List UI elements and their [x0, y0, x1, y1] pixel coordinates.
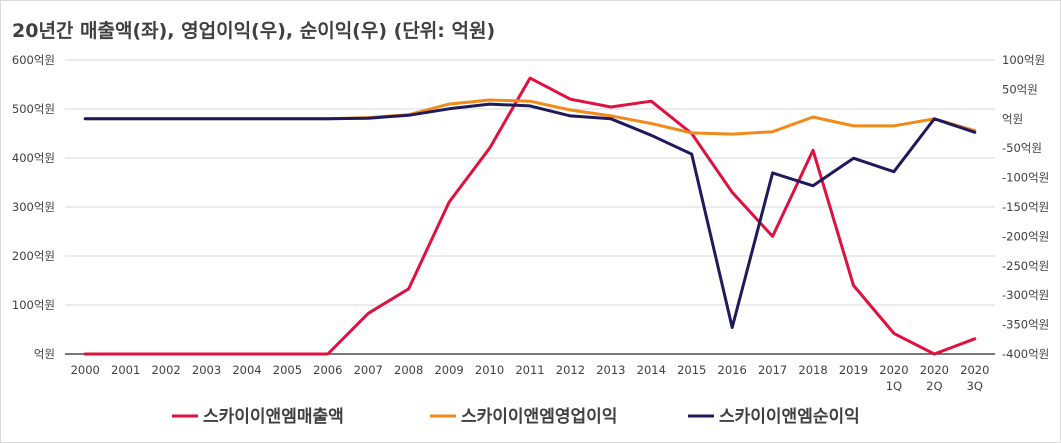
gridlines: [65, 59, 995, 355]
x-tick-label: 2014: [637, 363, 666, 377]
left-tick-label: 600억원: [12, 53, 55, 67]
series-line-3: [83, 102, 977, 329]
x-tick-label: 2015: [677, 363, 706, 377]
right-tick-label: -100억원: [1002, 171, 1049, 185]
x-tick-label: 2020 3Q: [960, 363, 989, 393]
left-tick-label: 200억원: [12, 249, 55, 263]
legend-item: 스카이이앤엠영업이익: [430, 407, 617, 427]
x-tick-label: 2013: [596, 363, 625, 377]
right-tick-label: -50억원: [1002, 141, 1042, 155]
right-tick-label: -250억원: [1002, 259, 1049, 273]
x-tick-label: 2008: [394, 363, 423, 377]
x-tick-label: 2009: [434, 363, 463, 377]
right-tick-label: 억원: [1002, 112, 1023, 126]
x-tick-label: 2010: [475, 363, 504, 377]
right-tick-label: -300억원: [1002, 288, 1049, 302]
right-tick-label: -150억원: [1002, 200, 1049, 214]
left-axis-ticks: 억원 100억원 200억원 300억원 400억원 500억원 600억원: [12, 53, 55, 361]
x-tick-label: 2016: [718, 363, 747, 377]
x-tick-label: 2020 2Q: [920, 363, 949, 393]
x-tick-label: 2002: [151, 363, 180, 377]
x-tick-label: 2003: [192, 363, 221, 377]
left-tick-label: 300억원: [12, 200, 55, 214]
right-tick-label: 50억원: [1002, 82, 1038, 96]
legend-item: 스카이이앤엠순이익: [688, 407, 860, 427]
x-tick-label: 2004: [232, 363, 261, 377]
right-tick-label: -400억원: [1002, 347, 1049, 361]
x-axis-ticks: 2000 2001 2002 2003 2004 2005 2006 2007 2008 2009…: [71, 363, 990, 393]
x-tick-label: 2005: [273, 363, 302, 377]
right-axis-ticks: -400억원 -350억원 -300억원 -250억원 -200억원 -150억원 -100…: [1002, 53, 1049, 361]
left-tick-label: 100억원: [12, 298, 55, 312]
series-lines: [83, 76, 977, 356]
x-tick-label: 2017: [758, 363, 787, 377]
right-tick-label: 100억원: [1002, 53, 1045, 67]
left-tick-label: 억원: [34, 347, 55, 361]
legend-label: 스카이이앤엠순이익: [719, 407, 860, 427]
x-tick-label: 2000: [71, 363, 100, 377]
x-tick-label: 2011: [515, 363, 544, 377]
x-tick-label: 2019: [839, 363, 868, 377]
legend-label: 스카이이앤엠매출액: [203, 407, 344, 427]
x-tick-label: 2007: [354, 363, 383, 377]
chart-title: 20년간 매출액(좌), 영업이익(우), 순이익(우) (단위: 억원): [12, 20, 496, 42]
left-tick-label: 400억원: [12, 151, 55, 165]
left-tick-label: 500억원: [12, 102, 55, 116]
right-tick-label: -350억원: [1002, 318, 1049, 332]
x-tick-label: 2006: [313, 363, 342, 377]
legend-item: 스카이이앤엠매출액: [172, 407, 344, 427]
x-tick-label: 2012: [556, 363, 585, 377]
legend: 스카이이앤엠매출액 스카이이앤엠영업이익 스카이이앤엠순이익: [172, 407, 860, 427]
x-tick-label: 2020 1Q: [879, 363, 908, 393]
legend-label: 스카이이앤엠영업이익: [461, 407, 617, 427]
x-tick-label: 2001: [111, 363, 140, 377]
x-tick-label: 2018: [798, 363, 827, 377]
series-line-1: [83, 76, 977, 356]
right-tick-label: -200억원: [1002, 229, 1049, 243]
